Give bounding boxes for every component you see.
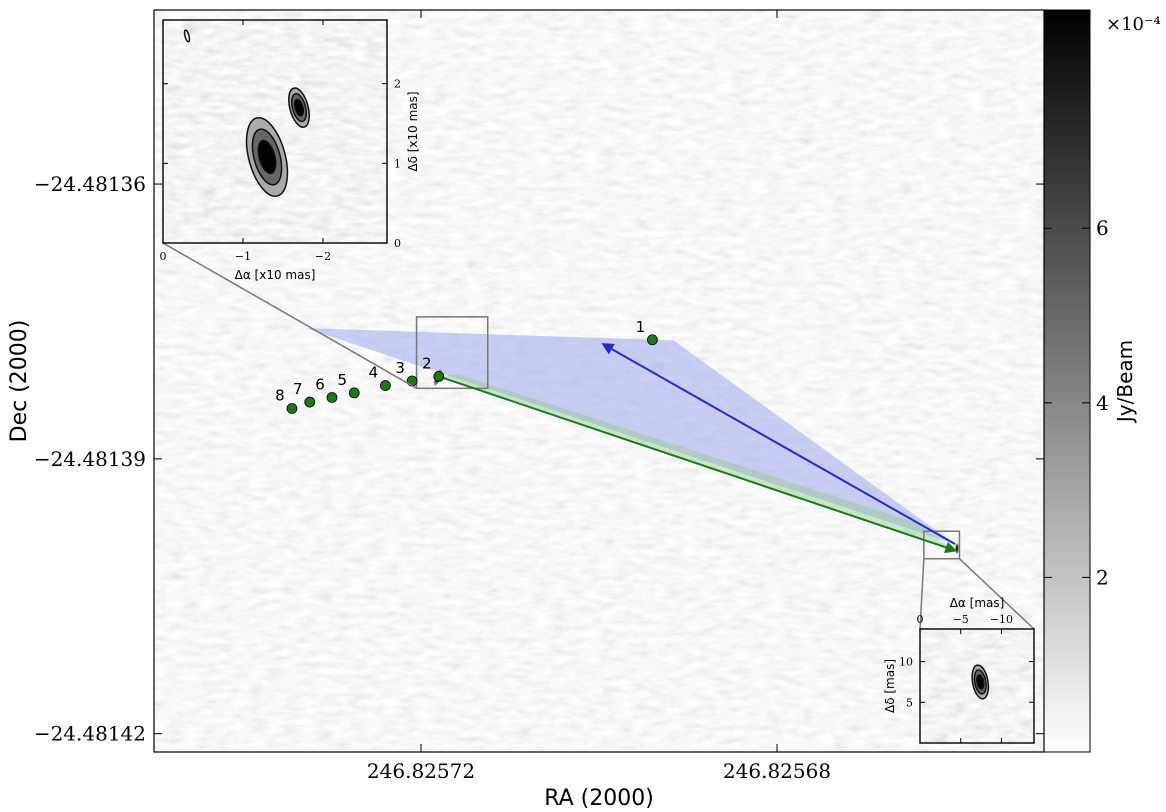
inset-y-tick-label: 2 — [394, 78, 401, 91]
inset-bottom: 0 −5 −10 5 10 Δα [mas] Δδ [mas] — [883, 558, 1035, 744]
y-tick-label: −24.48136 — [34, 172, 146, 196]
proper-motion-arrow-green — [438, 375, 958, 554]
epoch-point — [647, 334, 658, 346]
plot-frame — [153, 9, 1045, 753]
blue-uncertainty-cone — [305, 328, 955, 545]
epoch-label: 2 — [422, 354, 432, 372]
epoch-point — [348, 387, 360, 399]
inset-x-axis-label: Δα [x10 mas] — [235, 268, 316, 282]
colorbar-label: Jy/Beam — [1113, 340, 1137, 424]
epoch-label: 6 — [315, 375, 325, 393]
inset-y-tick-label: 10 — [899, 656, 913, 669]
x-tick-label: 246.82572 — [367, 759, 475, 783]
inset-x-tick-label: 0 — [160, 250, 167, 263]
y-axis-label: Dec (2000) — [7, 320, 32, 443]
zoom-box-top — [415, 316, 489, 390]
zoom-connector — [919, 558, 925, 630]
colorbar-tick-label: 2 — [1096, 565, 1109, 589]
y-tick-label: −24.48142 — [34, 722, 146, 746]
main-axes: 246.82572 246.82568 −24.48136 −24.48139 −24.… — [34, 10, 1044, 783]
inset-x-tick-label: 0 — [917, 613, 924, 626]
zoom-connector — [958, 558, 1035, 630]
epoch-point — [286, 403, 298, 414]
inset-y-tick-label: 1 — [394, 157, 401, 170]
inset-top: 0 −1 −2 0 1 2 Δα [x10 mas] Δδ [x10 mas] — [160, 19, 420, 389]
inset-y-axis-label: Δδ [mas] — [883, 659, 897, 713]
inset-x-axis-label: Δα [mas] — [950, 596, 1005, 610]
colorbar-ticks: 2 4 6 — [1044, 216, 1109, 589]
epoch-label: 8 — [275, 386, 285, 404]
source-blob — [955, 542, 959, 555]
inset-y-tick-label: 0 — [394, 237, 401, 250]
proper-motion-arrow-blue — [601, 343, 956, 545]
inset-y-tick-label: 5 — [906, 696, 913, 709]
zoom-connector — [162, 242, 417, 389]
x-tick-label: 246.82568 — [723, 759, 831, 783]
x-axis-label: RA (2000) — [544, 786, 654, 811]
source-contour — [257, 139, 277, 175]
colorbar: 2 4 6 ×10⁻⁴ Jy/Beam — [1043, 9, 1161, 753]
colorbar-tick-label: 4 — [1096, 391, 1109, 415]
epoch-point — [304, 396, 316, 408]
epoch-label: 7 — [293, 380, 303, 398]
epoch-label: 5 — [337, 371, 347, 389]
inset-frame — [162, 19, 388, 244]
zoom-box-bottom — [923, 530, 961, 560]
inset-x-tick-label: −10 — [990, 613, 1013, 626]
inset-frame — [919, 628, 1035, 744]
epoch-label: 4 — [369, 364, 379, 382]
inset-x-tick-label: −2 — [315, 250, 331, 263]
inset-y-axis-label: Δδ [x10 mas] — [406, 91, 420, 171]
inset-image — [163, 20, 387, 243]
colorbar-tick-label: 6 — [1096, 216, 1109, 240]
epoch-label: 3 — [395, 359, 405, 377]
source-contour — [293, 98, 305, 117]
epoch-point — [379, 380, 391, 391]
epoch-point — [326, 392, 338, 403]
inset-x-tick-label: −1 — [235, 250, 251, 263]
colorbar-multiplier: ×10⁻⁴ — [1106, 14, 1161, 35]
inset-image — [920, 629, 1034, 743]
y-tick-label: −24.48139 — [34, 447, 146, 471]
epoch-label: 1 — [636, 318, 646, 336]
inset-x-tick-label: −5 — [953, 613, 969, 626]
source-contour — [183, 29, 191, 43]
epoch-point — [433, 371, 445, 382]
source-contour — [976, 674, 985, 690]
